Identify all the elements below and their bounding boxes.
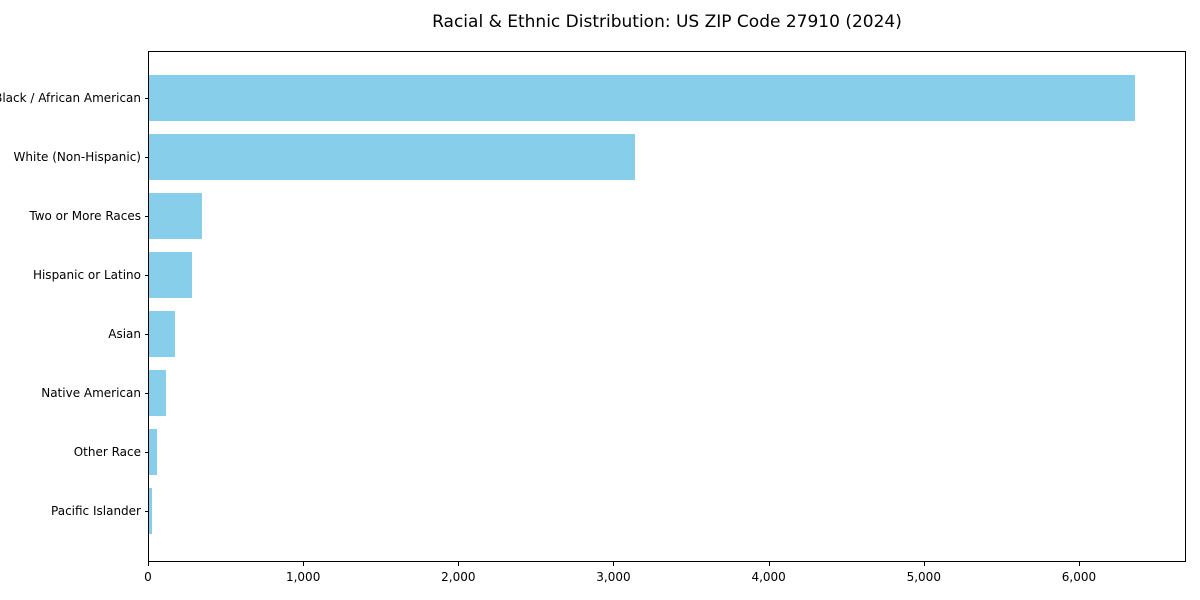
bar-row: Two or More Races	[29, 187, 1185, 246]
y-tick-mark	[145, 275, 149, 277]
y-axis-label: Black / African American	[0, 91, 141, 106]
bar	[149, 487, 153, 534]
x-tick-mark	[303, 562, 305, 566]
bar	[149, 428, 157, 475]
y-tick-mark	[145, 333, 149, 335]
y-tick-mark	[145, 451, 149, 453]
bar	[149, 310, 176, 357]
x-tick-mark	[1078, 562, 1080, 566]
y-tick-mark	[145, 510, 149, 512]
bar-row: Native American	[41, 363, 1185, 422]
bar-row: White (Non-Hispanic)	[14, 128, 1185, 187]
x-tick-label: 1,000	[285, 570, 321, 584]
y-tick-mark	[145, 216, 149, 218]
plot-area: Black / African American White (Non-Hispa…	[0, 51, 1186, 562]
bar-row: Black / African American	[0, 69, 1185, 128]
bar	[149, 193, 202, 240]
y-axis-label: Two or More Races	[29, 209, 141, 224]
y-tick-mark	[145, 157, 149, 159]
bar	[149, 252, 193, 299]
y-axis-label: Hispanic or Latino	[32, 268, 141, 283]
y-axis-label: White (Non-Hispanic)	[13, 150, 141, 165]
bar	[149, 369, 167, 416]
y-tick-mark	[145, 98, 149, 100]
x-tick-label: 5,000	[906, 570, 941, 584]
bar-row: Asian	[108, 305, 1185, 364]
y-axis-label: Pacific Islander	[51, 503, 141, 518]
x-tick-label: 6,000	[1061, 570, 1097, 584]
x-tick-label: 2,000	[441, 570, 476, 584]
bar	[149, 75, 1136, 122]
y-axis-label: Other Race	[73, 444, 141, 459]
x-tick-mark	[768, 562, 770, 566]
bar-row: Hispanic or Latino	[33, 246, 1185, 305]
y-axis-label: Asian	[108, 326, 141, 341]
x-tick-label: 0	[144, 570, 152, 584]
x-tick-label: 4,000	[751, 570, 786, 584]
x-tick-mark	[148, 562, 149, 566]
y-axis-label: Native American	[41, 385, 141, 400]
y-tick-mark	[145, 392, 149, 394]
x-tick-mark	[613, 562, 615, 566]
bar-row: Other Race	[74, 422, 1185, 481]
x-tick-label: 3,000	[596, 570, 631, 584]
x-axis: 0 1,000 2,000 3,000 4,000 5,000 6,000	[144, 562, 1186, 592]
chart-title: Racial & Ethnic Distribution: US ZIP Cod…	[432, 12, 902, 32]
bar	[149, 134, 636, 181]
bar-row: Pacific Islander	[51, 481, 1185, 540]
x-tick-mark	[458, 562, 460, 566]
x-tick-mark	[923, 562, 925, 566]
